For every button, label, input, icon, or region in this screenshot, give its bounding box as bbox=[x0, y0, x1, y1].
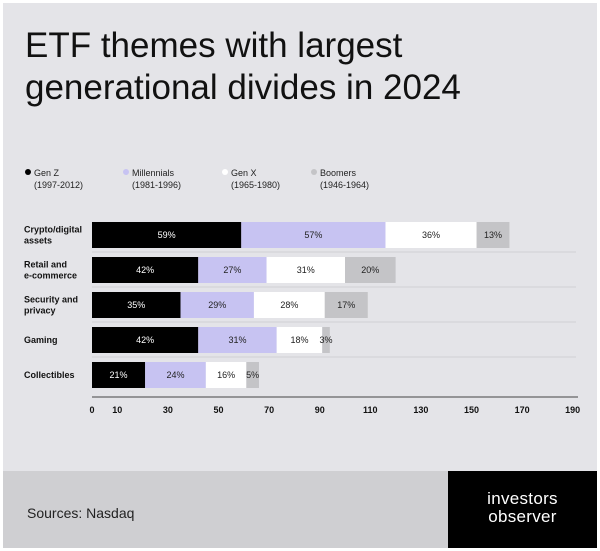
legend-swatch-gen-z bbox=[25, 169, 31, 175]
bar-boomers bbox=[246, 362, 259, 388]
brand-logo: investors observer bbox=[448, 471, 597, 548]
bar-gen-z bbox=[92, 327, 199, 353]
data-label: 35% bbox=[127, 300, 145, 310]
category-label: Retail and e-commerce bbox=[24, 260, 77, 281]
bar-boomers bbox=[476, 222, 510, 248]
x-tick-label: 50 bbox=[213, 405, 223, 415]
x-tick-label: 10 bbox=[112, 405, 122, 415]
bar-millennials bbox=[180, 292, 254, 318]
bar-millennials bbox=[198, 257, 267, 283]
data-label: 24% bbox=[166, 370, 184, 380]
bar-boomers bbox=[322, 327, 330, 353]
x-tick-label: 70 bbox=[264, 405, 274, 415]
category-label: Collectibles bbox=[24, 370, 75, 380]
bar-boomers bbox=[345, 257, 396, 283]
legend-years: (1965-1980) bbox=[231, 180, 281, 190]
source-note: Sources: Nasdaq bbox=[27, 505, 135, 521]
data-label: 20% bbox=[361, 265, 379, 275]
legend-label: Millennials bbox=[132, 168, 175, 178]
bar-millennials bbox=[145, 362, 206, 388]
legend-years: (1997-2012) bbox=[34, 180, 84, 190]
category-label: Crypto/digital assets bbox=[24, 225, 82, 246]
infographic-card: ETF themes with largest generational div… bbox=[3, 3, 597, 548]
data-label: 59% bbox=[158, 230, 176, 240]
bar-millennials bbox=[198, 327, 277, 353]
data-label: 42% bbox=[136, 335, 154, 345]
bar-gen-x bbox=[385, 222, 477, 248]
x-tick-label: 190 bbox=[565, 405, 580, 415]
bar-boomers bbox=[324, 292, 368, 318]
bar-gen-x bbox=[205, 362, 247, 388]
legend-swatch-boomers bbox=[311, 169, 317, 175]
legend-swatch-millennials bbox=[123, 169, 129, 175]
legend-label: Gen Z bbox=[34, 168, 60, 178]
data-label: 21% bbox=[110, 370, 128, 380]
legend-swatch-gen-x bbox=[222, 169, 228, 175]
x-tick-label: 90 bbox=[315, 405, 325, 415]
data-label: 16% bbox=[217, 370, 235, 380]
data-label: 31% bbox=[228, 335, 246, 345]
data-label: 57% bbox=[304, 230, 322, 240]
legend-label: Boomers bbox=[320, 168, 357, 178]
x-tick-label: 130 bbox=[413, 405, 428, 415]
legend-years: (1946-1964) bbox=[320, 180, 370, 190]
logo-line-1: investors bbox=[487, 489, 558, 508]
data-label: 3% bbox=[320, 335, 333, 345]
legend-years: (1981-1996) bbox=[132, 180, 182, 190]
category-label: Gaming bbox=[24, 335, 58, 345]
data-label: 18% bbox=[290, 335, 308, 345]
data-label: 5% bbox=[246, 370, 259, 380]
data-label: 31% bbox=[297, 265, 315, 275]
x-tick-label: 110 bbox=[363, 405, 378, 415]
bar-gen-x bbox=[276, 327, 323, 353]
x-tick-label: 170 bbox=[515, 405, 530, 415]
legend-label: Gen X bbox=[231, 168, 257, 178]
bar-gen-z bbox=[92, 222, 242, 248]
data-label: 27% bbox=[223, 265, 241, 275]
x-tick-label: 150 bbox=[464, 405, 479, 415]
data-label: 13% bbox=[484, 230, 502, 240]
x-tick-label: 30 bbox=[163, 405, 173, 415]
bar-gen-x bbox=[253, 292, 325, 318]
bar-gen-z bbox=[92, 362, 146, 388]
data-label: 29% bbox=[208, 300, 226, 310]
x-tick-label: 0 bbox=[89, 405, 94, 415]
bar-millennials bbox=[241, 222, 386, 248]
bar-gen-z bbox=[92, 257, 199, 283]
logo-line-2: observer bbox=[488, 507, 557, 526]
bar-gen-z bbox=[92, 292, 181, 318]
data-label: 36% bbox=[422, 230, 440, 240]
data-label: 17% bbox=[337, 300, 355, 310]
category-label: Security and privacy bbox=[24, 295, 78, 316]
stacked-bar-chart: Crypto/digital assets 59% 57% 36% 13% Retail a… bbox=[24, 222, 580, 415]
data-label: 28% bbox=[280, 300, 298, 310]
data-label: 42% bbox=[136, 265, 154, 275]
chart-title: ETF themes with largest generational div… bbox=[25, 26, 461, 107]
bar-gen-x bbox=[266, 257, 345, 283]
